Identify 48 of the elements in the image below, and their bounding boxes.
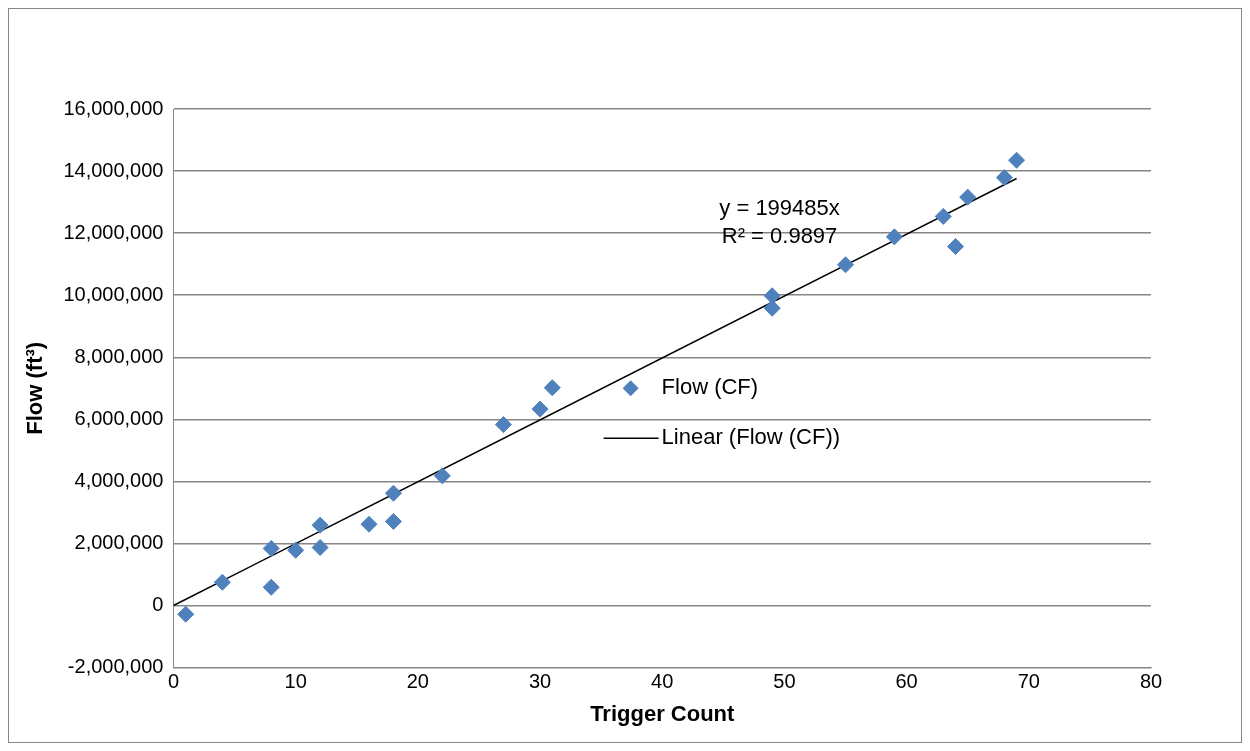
y-tick-label: 0 [152,593,164,616]
y-axis-title: Flow (ft³) [22,341,48,435]
y-tick-label: 6,000,000 [74,406,164,429]
point [494,416,512,434]
y-tick-label: 14,000,000 [63,158,164,181]
point [384,512,402,530]
x-tick-label: 10 [284,670,307,693]
annotation: R² = 0.9897 [721,223,838,249]
y-tick-label: 12,000,000 [63,220,164,243]
point [543,379,561,397]
x-tick-label: 40 [651,670,674,693]
point [531,400,549,418]
y-tick-label: 8,000,000 [74,344,164,367]
point [177,605,195,623]
point [1008,151,1026,169]
x-tick-label: 80 [1139,670,1163,693]
point [262,539,280,557]
x-axis-title: Trigger Count [590,700,736,726]
x-tick-label: 0 [167,670,180,693]
point [433,467,451,485]
legend-label: Linear (Flow (CF)) [661,424,841,450]
point [287,541,305,559]
point [262,578,280,596]
x-tick-label: 50 [773,670,796,693]
x-tick-label: 70 [1017,670,1040,693]
point [947,237,964,255]
point [311,516,329,534]
point [384,484,402,502]
point [763,299,781,317]
point [934,207,952,225]
y-tick-label: -2,000,000 [67,655,164,678]
point [959,188,977,206]
y-tick-label: 4,000,000 [74,468,164,491]
point [885,228,903,246]
x-tick-label: 30 [528,670,552,693]
y-tick-label: 2,000,000 [74,530,164,553]
x-tick-label: 60 [895,670,918,693]
annotation: y = 199485x [719,195,840,221]
point [837,256,855,274]
point [360,515,378,533]
point [995,169,1013,187]
point [311,539,329,556]
y-tick-label: 10,000,000 [63,282,164,305]
x-tick-label: 20 [406,670,429,693]
legend-label: Flow (CF) [661,374,759,400]
point [213,573,231,591]
point [763,287,781,305]
y-tick-label: 16,000,000 [63,96,164,119]
